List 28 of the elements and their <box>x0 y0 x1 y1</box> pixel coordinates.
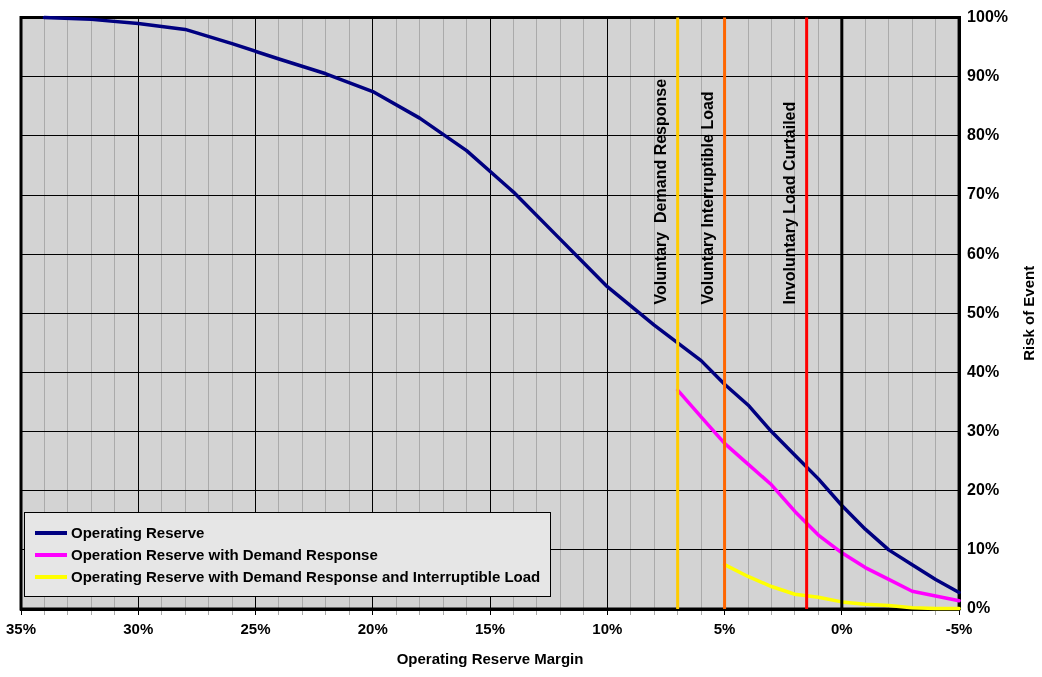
x-tick-label: 20% <box>357 620 388 638</box>
x-tick-label: 5% <box>713 620 736 638</box>
y-tick-label: 0% <box>967 599 991 617</box>
ref-line-label: Voluntary Interruptible Load <box>698 91 716 305</box>
y-tick-label: 30% <box>967 421 1000 439</box>
y-tick-label: 70% <box>967 185 1000 203</box>
x-tick-label: -5% <box>945 620 973 638</box>
y-tick-label: 10% <box>967 540 1000 558</box>
ref-line-label: Voluntary Demand Response <box>652 78 670 305</box>
y-tick-label: 90% <box>967 67 1000 85</box>
legend-label: Operating Reserve with Demand Response and Interruptible Load <box>71 568 541 585</box>
x-tick-label: 0% <box>830 620 853 638</box>
y-tick-label: 40% <box>967 362 1000 380</box>
y-tick-label: 50% <box>967 303 1000 321</box>
x-axis-title: Operating Reserve Margin <box>396 650 584 668</box>
x-tick-label: 10% <box>592 620 623 638</box>
legend-label: Operating Reserve <box>71 524 205 541</box>
y-axis-title: Risk of Event <box>1020 265 1038 361</box>
y-tick-label: 60% <box>967 244 1000 262</box>
x-tick-label: 15% <box>475 620 506 638</box>
x-tick-label: 25% <box>240 620 271 638</box>
x-tick-label: 35% <box>6 620 37 638</box>
legend-label: Operation Reserve with Demand Response <box>71 546 378 563</box>
y-tick-label: 20% <box>967 481 1000 499</box>
ref-line-label: Involuntary Load Curtailed <box>781 101 799 305</box>
y-tick-label: 80% <box>967 126 1000 144</box>
y-tick-label: 100% <box>967 8 1008 26</box>
x-tick-label: 30% <box>123 620 154 638</box>
